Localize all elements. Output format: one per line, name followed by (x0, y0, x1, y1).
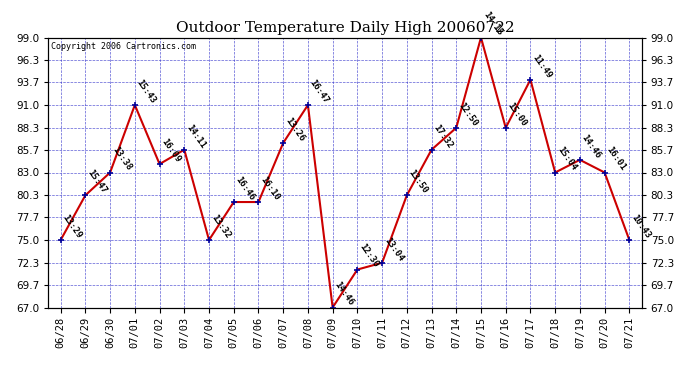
Text: 12:30: 12:30 (357, 242, 380, 270)
Text: 16:47: 16:47 (308, 78, 331, 105)
Text: 15:47: 15:47 (86, 168, 108, 195)
Text: 14:46: 14:46 (580, 133, 602, 160)
Text: Copyright 2006 Cartronics.com: Copyright 2006 Cartronics.com (51, 42, 196, 51)
Text: 13:50: 13:50 (407, 168, 430, 195)
Text: 14:11: 14:11 (184, 123, 207, 150)
Text: 16:09: 16:09 (159, 137, 182, 164)
Text: 16:10: 16:10 (259, 175, 282, 202)
Text: 16:46: 16:46 (234, 175, 257, 202)
Text: 15:43: 15:43 (135, 78, 157, 105)
Text: 13:32: 13:32 (209, 213, 232, 240)
Text: 10:43: 10:43 (629, 213, 652, 240)
Text: 14:46: 14:46 (333, 280, 355, 308)
Title: Outdoor Temperature Daily High 20060722: Outdoor Temperature Daily High 20060722 (176, 21, 514, 35)
Text: 13:26: 13:26 (283, 116, 306, 143)
Text: 15:00: 15:00 (506, 100, 529, 128)
Text: 11:49: 11:49 (531, 53, 553, 80)
Text: 13:04: 13:04 (382, 236, 405, 263)
Text: 16:01: 16:01 (604, 146, 627, 172)
Text: 15:04: 15:04 (555, 146, 578, 172)
Text: 12:50: 12:50 (456, 100, 479, 128)
Text: 13:29: 13:29 (61, 213, 83, 240)
Text: 17:32: 17:32 (431, 123, 454, 150)
Text: 14:15: 14:15 (481, 10, 504, 38)
Text: 13:38: 13:38 (110, 146, 133, 172)
